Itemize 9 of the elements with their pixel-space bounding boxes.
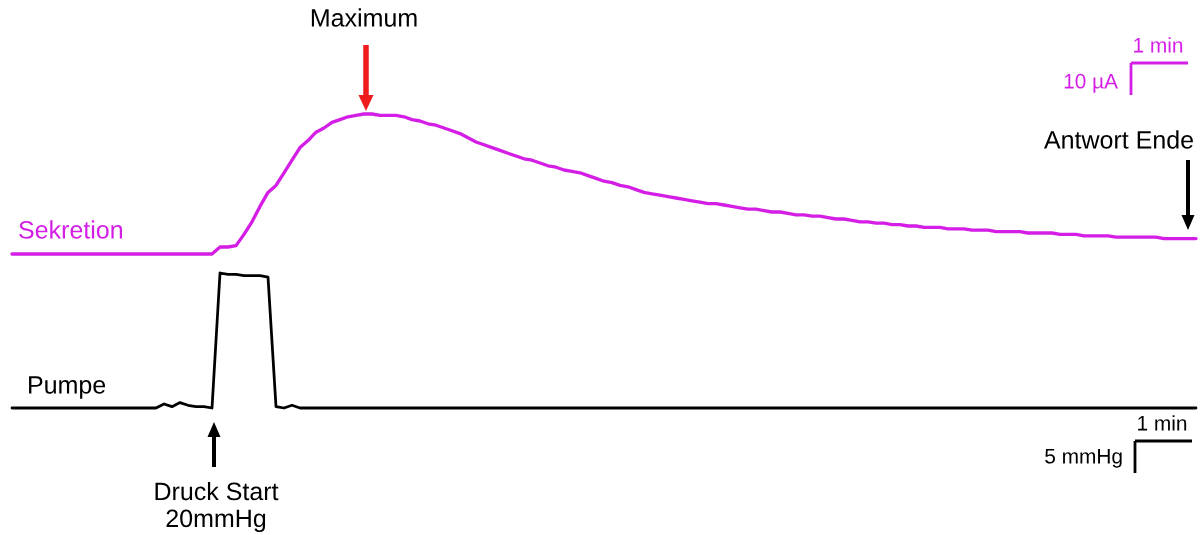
text: Druck Start 20mmHg bbox=[155, 481, 279, 533]
text: Maximum bbox=[311, 8, 417, 27]
series-label: Pumpe bbox=[29, 376, 106, 399]
text: 10 µA bbox=[1064, 73, 1118, 93]
text: 1 min bbox=[1134, 37, 1183, 53]
text: 1 min bbox=[1138, 415, 1187, 431]
annotation: Antwort Ende bbox=[1044, 130, 1193, 149]
text: 5 mmHg bbox=[1045, 449, 1122, 468]
series-label: Sekretion bbox=[19, 220, 122, 239]
